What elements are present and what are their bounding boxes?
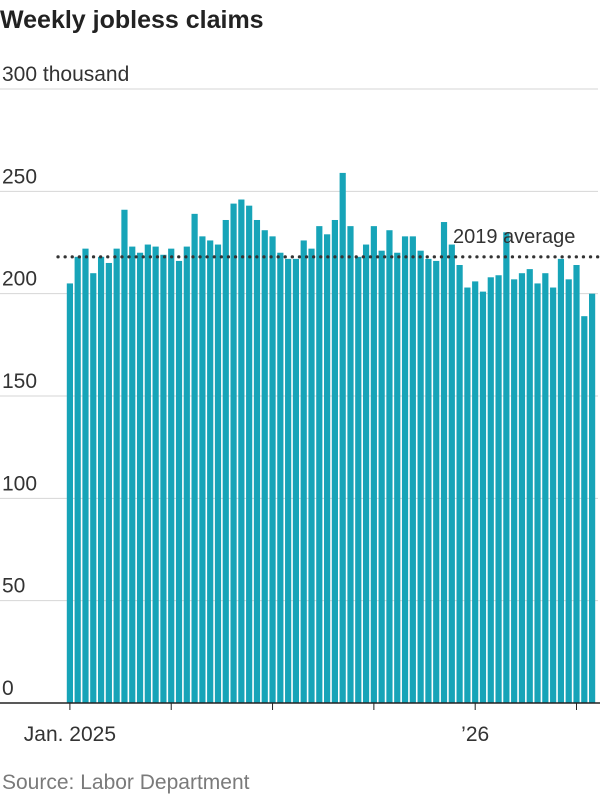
bar <box>324 234 331 703</box>
bar <box>581 316 588 703</box>
bar <box>97 256 105 703</box>
bar <box>557 258 565 703</box>
bar <box>269 236 276 704</box>
bar <box>479 291 487 703</box>
bar <box>113 248 120 703</box>
bar <box>191 213 198 703</box>
y-tick-label: 250 <box>2 165 37 188</box>
bar <box>565 279 572 703</box>
bar <box>214 244 222 704</box>
bar <box>277 252 284 704</box>
bars <box>66 172 596 704</box>
bar <box>300 240 307 703</box>
bar <box>417 250 424 703</box>
bar <box>144 244 151 704</box>
source-note: Source: Labor Department <box>2 771 250 794</box>
bar <box>511 279 518 703</box>
y-tick-label: 50 <box>2 575 25 598</box>
bar <box>246 205 253 703</box>
bar <box>74 256 81 703</box>
bar <box>464 287 471 703</box>
bar <box>308 248 315 703</box>
y-tick-label: 100 <box>2 472 37 495</box>
bar <box>518 273 526 703</box>
bar <box>331 219 338 704</box>
bar <box>378 250 385 703</box>
bar <box>355 256 362 703</box>
x-axis: Jan. 2025 ’26 <box>0 702 600 746</box>
bar <box>136 252 144 704</box>
bar <box>425 258 432 703</box>
y-tick-label: 300 thousand <box>2 63 129 86</box>
bar <box>175 260 183 703</box>
bar <box>168 248 175 703</box>
chart-title: Weekly jobless claims <box>0 6 264 34</box>
bar <box>573 265 580 703</box>
bar <box>339 172 346 703</box>
bar <box>129 246 136 703</box>
reference-line-group: 2019 average <box>56 226 600 259</box>
bar <box>542 273 549 703</box>
y-tick-label: 200 <box>2 268 37 291</box>
bar <box>66 283 73 703</box>
bar <box>230 203 237 704</box>
bar <box>253 219 261 704</box>
y-tick-label: 0 <box>2 677 14 700</box>
bar <box>207 240 214 703</box>
reference-line-label: 2019 average <box>453 226 575 248</box>
bar <box>222 219 229 704</box>
bar <box>316 226 323 703</box>
bar <box>160 254 167 703</box>
bar <box>526 269 533 703</box>
bar <box>370 226 377 703</box>
bar <box>105 262 112 703</box>
bar <box>199 236 206 704</box>
bar <box>487 277 494 703</box>
bar <box>401 236 409 704</box>
bar <box>238 199 245 703</box>
bar <box>362 244 370 704</box>
x-tick-label: Jan. 2025 <box>24 723 116 746</box>
bar <box>183 246 190 703</box>
bar <box>292 258 300 703</box>
y-tick-label: 150 <box>2 370 37 393</box>
bar <box>589 293 596 703</box>
bar <box>503 232 510 703</box>
y-axis-labels: 0 50 100 150 200 250 300 thousand <box>2 63 129 700</box>
bar <box>448 244 455 704</box>
bar <box>433 260 440 703</box>
bar <box>472 281 479 703</box>
bar <box>409 236 416 704</box>
bar <box>534 283 541 703</box>
bar <box>82 248 89 703</box>
bar <box>440 222 448 703</box>
bar <box>394 252 401 704</box>
bar <box>386 230 393 703</box>
bar <box>90 273 97 703</box>
bar <box>285 258 292 703</box>
bar <box>152 246 159 703</box>
bar <box>121 209 128 703</box>
bar <box>347 226 354 703</box>
bar <box>550 287 557 703</box>
bar <box>456 265 463 703</box>
bar <box>261 230 268 703</box>
bar <box>495 275 502 703</box>
x-tick-label: ’26 <box>461 723 489 746</box>
